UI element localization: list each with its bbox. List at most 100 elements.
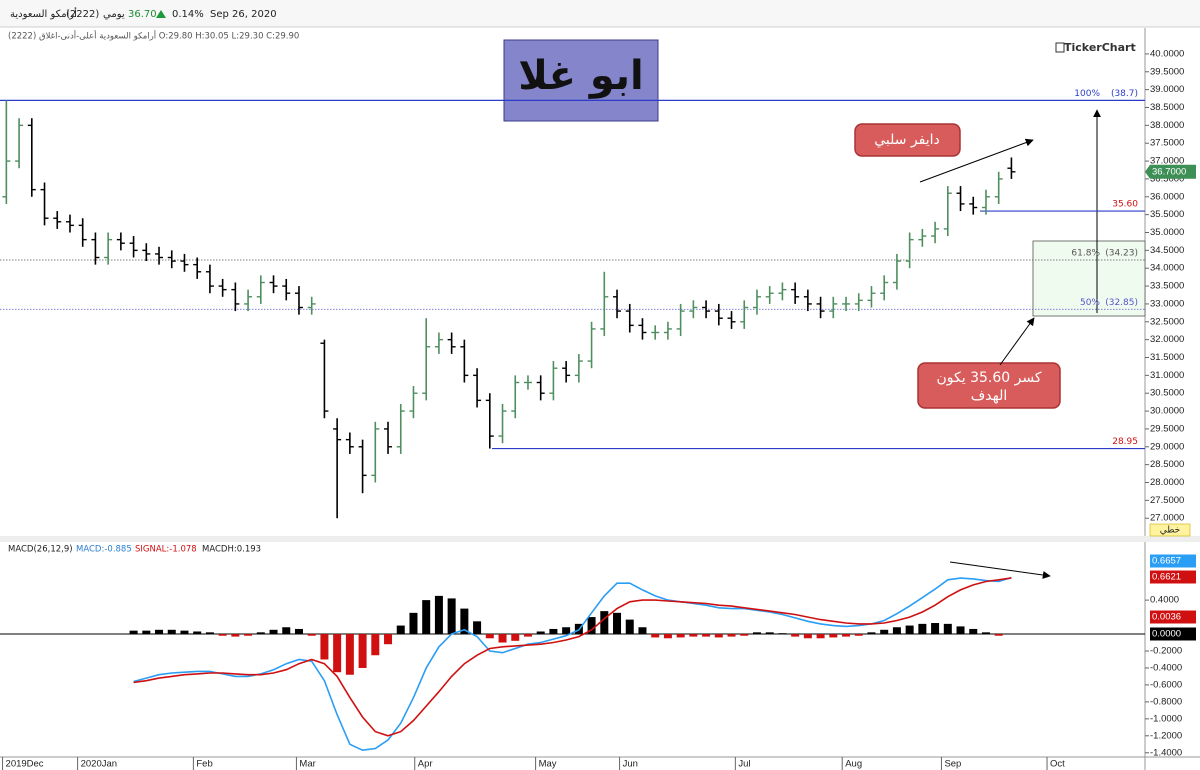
last-value-label: 0.6657 [1152,556,1181,567]
level-value-label: 28.95 [1112,437,1138,447]
x-tick-label: Sep [944,759,961,770]
histogram-bar [1007,633,1016,635]
histogram-bar [676,634,685,638]
y-tick-label: 40.0000 [1150,48,1184,59]
y-tick-label: 37.0000 [1150,156,1184,167]
y-tick-label: 36.5000 [1150,173,1184,184]
divergence-text: دايفر سلبي [874,132,940,148]
x-tick-label: 2020Jan [81,759,117,770]
histogram-bar [129,630,138,635]
y-tick-label: -0.2000 [1150,646,1182,657]
x-tick-label: Jul [738,759,750,770]
histogram-bar [969,628,978,635]
histogram-bar [409,612,418,635]
histogram-bar [536,631,545,635]
macd-divergence-arrow [949,561,1051,579]
y-tick-label: 32.5000 [1150,316,1184,327]
macd-legend: MACD:-0.885 [76,545,132,555]
histogram-bar [269,629,278,635]
histogram-bar [714,634,723,638]
y-tick-label: -1.0000 [1150,713,1182,724]
histogram-bar [371,634,380,656]
y-tick-label: 33.0000 [1150,298,1184,309]
histogram-bar [256,632,265,635]
change-percent: 0.14% [172,9,204,20]
divergence-arrow [919,138,1034,183]
y-tick-label: 34.5000 [1150,245,1184,256]
histogram-bar [651,634,660,638]
last-value-tag [1150,627,1196,641]
histogram-bar [205,632,214,635]
histogram-bar [663,634,672,639]
y-tick-label: 38.0000 [1150,120,1184,131]
y-tick-label: 27.5000 [1150,495,1184,506]
y-tick-label: -0.6000 [1150,679,1182,690]
histogram-bar [358,634,367,668]
histogram-bar [905,625,914,635]
level-label: 100% [1074,89,1100,99]
histogram-bar [523,634,532,637]
histogram-bar [142,630,151,635]
macd-legend: MACD(26,12,9) [8,545,73,555]
histogram-bar [587,617,596,635]
histogram-bar [994,634,1003,636]
y-tick-label: 29.0000 [1150,441,1184,452]
histogram-bar [918,623,927,635]
histogram-bar [320,634,329,660]
y-tick-label: 27.0000 [1150,513,1184,524]
up-arrow-icon [156,10,166,18]
histogram-bar [180,630,189,635]
y-tick-label: -0.4000 [1150,662,1182,673]
divergence-note [854,123,961,157]
target-note [917,362,1061,409]
y-tick-label: 33.5000 [1150,281,1184,292]
histogram-bar [294,628,303,635]
title-box [503,39,659,122]
histogram-bar [282,627,291,635]
x-tick-label: Oct [1050,759,1065,770]
level-value-label: (32.85) [1105,298,1138,308]
histogram-bar [981,632,990,635]
histogram-bar [307,634,316,636]
histogram-bar [829,634,838,638]
y-tick-label: 0.4000 [1150,595,1179,606]
histogram-bar [727,634,736,637]
histogram-bar [422,600,431,635]
x-tick-label: Mar [299,759,315,770]
chart-style: خطي [1160,526,1180,536]
y-tick-label: 38.5000 [1150,102,1184,113]
histogram-bar [460,608,469,635]
target-text: الهدف [971,388,1007,404]
histogram-bar [155,629,164,635]
histogram-bar [333,634,342,673]
histogram-bar [434,595,443,635]
histogram-bar [740,634,749,636]
panel-splitter [0,536,1200,542]
level-label: 50% [1080,298,1100,308]
histogram-bar [384,634,393,645]
macd-line [133,576,1012,752]
histogram-bar [956,626,965,635]
histogram-bar [638,627,647,635]
histogram-bar [244,634,253,636]
histogram-bar [193,631,202,635]
macd-legend: SIGNAL:-1.078 [135,545,197,555]
last-value-tag [1150,610,1196,624]
last-value-label: 0.0000 [1152,629,1181,640]
histogram-bar [765,632,774,635]
level-value-label: (38.7) [1111,89,1138,99]
last-price: 36.70 [128,9,157,20]
y-tick-label: 30.5000 [1150,388,1184,399]
y-tick-label: -1.2000 [1150,730,1182,741]
histogram-bar [511,634,520,641]
y-tick-label: 28.5000 [1150,459,1184,470]
y-tick-label: -0.8000 [1150,696,1182,707]
histogram-bar [931,623,940,635]
chart-style-tag [1149,523,1191,537]
last-value-tag [1150,570,1196,584]
histogram-bar [447,598,456,635]
y-tick-label: 28.0000 [1150,477,1184,488]
y-tick-label: 39.0000 [1150,84,1184,95]
title: ابو غلا [518,53,643,99]
